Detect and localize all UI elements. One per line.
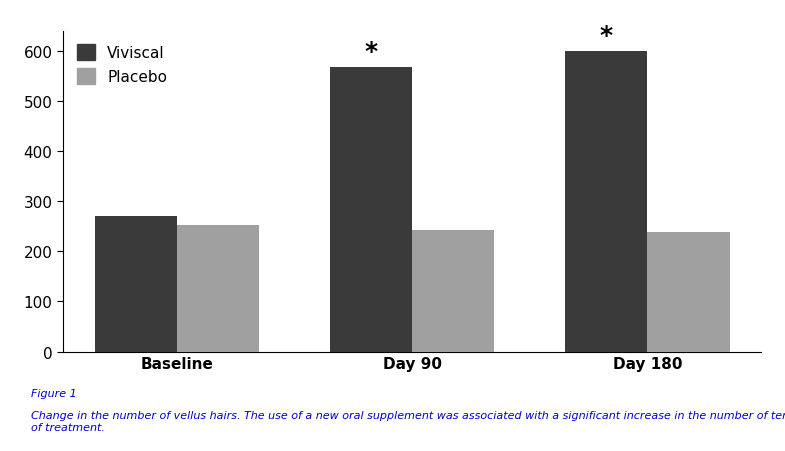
Bar xyxy=(648,233,730,352)
Text: Figure 1: Figure 1 xyxy=(31,388,77,398)
Text: *: * xyxy=(600,23,613,47)
Bar xyxy=(177,226,259,352)
Legend: Viviscal, Placebo: Viviscal, Placebo xyxy=(71,39,173,91)
Bar xyxy=(565,51,648,352)
Bar xyxy=(412,231,495,352)
Bar xyxy=(330,68,412,352)
Text: Change in the number of vellus hairs. The use of a new oral supplement was assoc: Change in the number of vellus hairs. Th… xyxy=(31,410,785,432)
Text: *: * xyxy=(364,40,378,64)
Bar xyxy=(94,216,177,352)
